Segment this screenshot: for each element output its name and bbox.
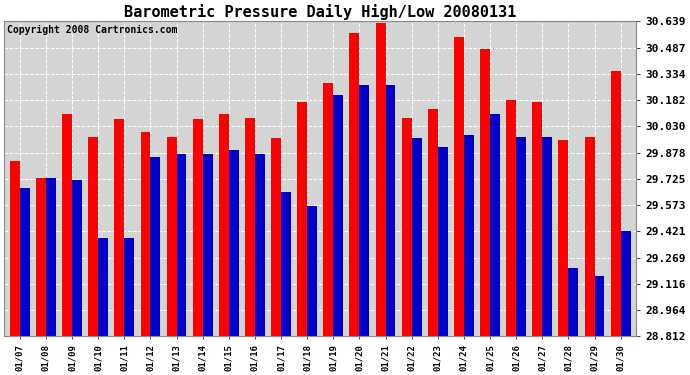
Bar bbox=[542, 136, 552, 336]
Bar bbox=[219, 114, 229, 336]
Title: Barometric Pressure Daily High/Low 20080131: Barometric Pressure Daily High/Low 20080… bbox=[124, 4, 516, 20]
Bar bbox=[307, 206, 317, 336]
Bar bbox=[584, 136, 595, 336]
Bar bbox=[245, 118, 255, 336]
Bar bbox=[386, 85, 395, 336]
Bar bbox=[375, 23, 386, 336]
Bar bbox=[454, 37, 464, 336]
Bar bbox=[36, 178, 46, 336]
Bar bbox=[72, 180, 82, 336]
Bar bbox=[437, 147, 448, 336]
Bar bbox=[177, 154, 186, 336]
Bar bbox=[324, 83, 333, 336]
Bar bbox=[271, 138, 281, 336]
Bar bbox=[193, 119, 203, 336]
Bar bbox=[115, 119, 124, 336]
Bar bbox=[595, 276, 604, 336]
Bar bbox=[20, 188, 30, 336]
Bar bbox=[490, 114, 500, 336]
Bar bbox=[480, 49, 490, 336]
Bar bbox=[402, 118, 412, 336]
Bar bbox=[297, 102, 307, 336]
Bar bbox=[412, 138, 422, 336]
Bar bbox=[281, 192, 291, 336]
Bar bbox=[428, 109, 437, 336]
Bar bbox=[62, 114, 72, 336]
Bar bbox=[516, 136, 526, 336]
Bar bbox=[10, 161, 20, 336]
Bar bbox=[88, 136, 98, 336]
Bar bbox=[141, 132, 150, 336]
Bar bbox=[464, 135, 474, 336]
Bar bbox=[350, 33, 359, 336]
Bar bbox=[611, 71, 620, 336]
Bar bbox=[150, 158, 160, 336]
Bar bbox=[229, 150, 239, 336]
Bar bbox=[98, 238, 108, 336]
Text: Copyright 2008 Cartronics.com: Copyright 2008 Cartronics.com bbox=[8, 24, 178, 34]
Bar bbox=[359, 85, 369, 336]
Bar bbox=[255, 154, 265, 336]
Bar bbox=[506, 100, 516, 336]
Bar bbox=[620, 231, 631, 336]
Bar bbox=[124, 238, 135, 336]
Bar bbox=[46, 178, 56, 336]
Bar bbox=[333, 95, 343, 336]
Bar bbox=[167, 136, 177, 336]
Bar bbox=[533, 102, 542, 336]
Bar bbox=[558, 140, 569, 336]
Bar bbox=[569, 268, 578, 336]
Bar bbox=[203, 154, 213, 336]
